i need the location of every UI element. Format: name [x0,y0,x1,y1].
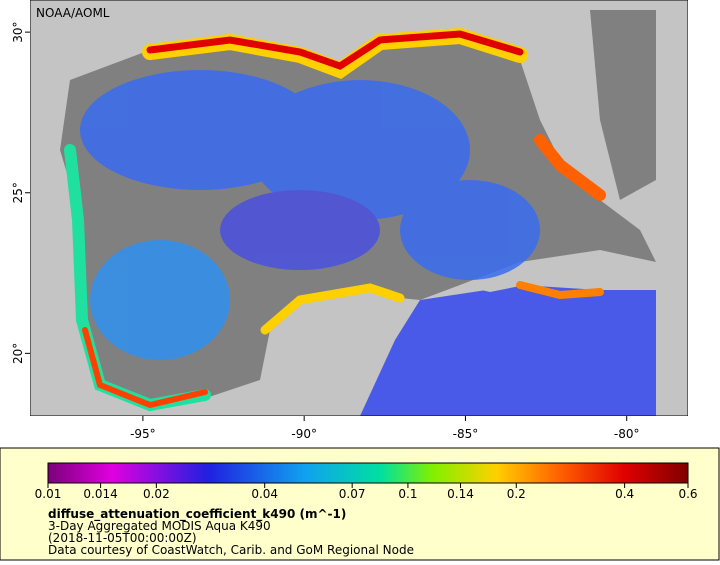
y-tick-label: 25° [11,182,25,203]
colorbar [47,462,689,484]
x-tick-label: -80° [614,427,640,441]
legend-line: 3-Day Aggregated MODIS Aqua K490 [48,519,271,533]
colorbar-tick-label: 0.07 [339,487,366,501]
x-tick-label: -85° [453,427,479,441]
colorbar-tick-label: 0.14 [447,487,474,501]
colorbar-tick-label: 0.4 [615,487,634,501]
x-tick-label: -90° [291,427,317,441]
colorbar-tick-label: 0.2 [507,487,526,501]
coastal-turbidity [64,27,606,412]
y-tick-label: 20° [11,343,25,364]
x-tick-label: -95° [130,427,156,441]
atlantic [590,10,656,200]
colorbar-tick-label: 0.6 [678,487,697,501]
water-patches [80,70,540,360]
legend-line: (2018-11-05T00:00:00Z) [48,531,197,545]
cuba [460,250,656,292]
colorbar-tick-label: 0.014 [83,487,117,501]
y-tick-label: 30° [11,21,25,42]
colorbar-tick-label: 0.04 [251,487,278,501]
legend-line: Data courtesy of CoastWatch, Carib. and … [48,543,414,557]
colorbar-tick-label: 0.02 [143,487,170,501]
legend-title: diffuse_attenuation_coefficient_k490 (m^… [48,507,346,522]
colorbar-tick-label: 0.01 [35,487,62,501]
colorbar-tick-label: 0.1 [398,487,417,501]
caribbean [360,285,656,416]
watermark: NOAA/AOML [36,6,110,20]
map: NOAA/AOML [30,0,688,416]
